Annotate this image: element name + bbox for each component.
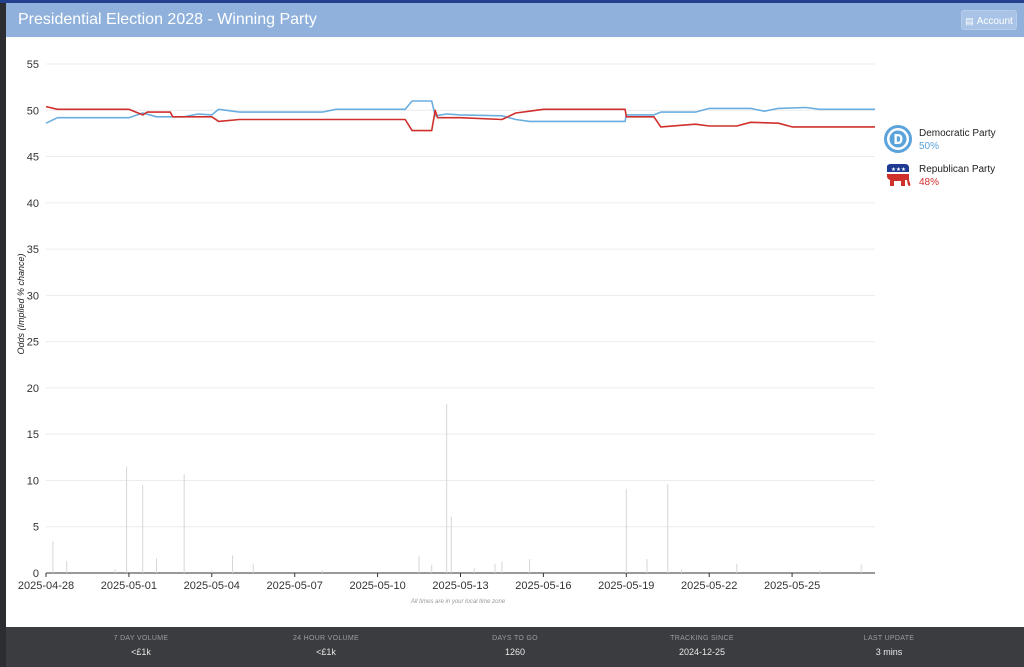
volume-bar [473, 568, 475, 573]
x-tick-label: 2025-05-04 [184, 580, 240, 592]
stat-label: 7 DAY VOLUME [113, 635, 169, 642]
stat-value: 2024-12-25 [678, 647, 726, 657]
x-tick-label: 2025-04-28 [18, 580, 74, 592]
stat-label: 24 HOUR VOLUME [292, 635, 360, 642]
volume-bar [446, 403, 448, 573]
page-title: Presidential Election 2028 - Winning Par… [18, 11, 317, 28]
y-tick-label: 20 [27, 383, 39, 395]
x-tick-label: 2025-05-07 [267, 580, 323, 592]
top-accent-bar [0, 0, 1024, 3]
volume-bar [667, 484, 669, 573]
series-lines [45, 100, 875, 132]
odds-chart[interactable]: 0 5 10 15 20 25 30 35 40 45 50 55 2025-04-28 2025-05… [6, 37, 1024, 627]
y-tick-label: 25 [27, 337, 39, 349]
stat-tracking-since: TRACKING SINCE 2024-12-25 [627, 635, 777, 657]
stat-7-day-volume: 7 DAY VOLUME <£1k [66, 635, 216, 657]
volume-bar [252, 563, 254, 573]
y-tick-label: 50 [27, 105, 39, 117]
stat-24-hour-volume: 24 HOUR VOLUME <£1k [251, 635, 401, 657]
stat-value: 1260 [504, 647, 526, 657]
series-line-republican [45, 105, 875, 132]
x-tick-label: 2025-05-01 [101, 580, 157, 592]
volume-bar [321, 570, 323, 573]
stat-label: LAST UPDATE [863, 635, 915, 642]
democratic-logo-icon [884, 125, 912, 153]
volume-bar [142, 485, 144, 573]
stat-value: <£1k [131, 647, 151, 657]
volume-bar [736, 563, 738, 573]
volume-bar [183, 473, 185, 573]
y-tick-label: 55 [27, 59, 39, 71]
account-button-label: Account [976, 16, 1013, 27]
chart-area: 0 5 10 15 20 25 30 35 40 45 50 55 2025-04-28 2025-05… [6, 37, 1024, 627]
volume-bars [52, 403, 862, 573]
stat-days-to-go: DAYS TO GO 1260 [440, 635, 590, 657]
y-tick-label: 5 [33, 522, 39, 534]
y-tick-label: 35 [27, 244, 39, 256]
y-axis-label: Odds (Implied % chance) [16, 253, 26, 354]
stat-label: DAYS TO GO [492, 635, 538, 642]
stat-value: <£1k [316, 647, 336, 657]
y-axis: 0 5 10 15 20 25 30 35 40 45 50 55 [27, 59, 39, 580]
grid-lines [46, 63, 875, 528]
volume-bar [646, 559, 648, 573]
volume-bar [501, 561, 503, 573]
svg-text:★: ★ [896, 166, 901, 173]
volume-bar [114, 569, 116, 573]
legend-item-republican[interactable]: ★ ★ ★ Republican Party 48% [884, 161, 1024, 197]
legend-name: Republican Party [919, 164, 996, 175]
legend-percent: 50% [919, 141, 940, 152]
volume-bar [819, 570, 821, 573]
y-tick-label: 10 [27, 475, 39, 487]
y-tick-label: 0 [33, 568, 39, 580]
volume-bar [126, 466, 128, 573]
svg-text:★: ★ [891, 166, 896, 173]
y-tick-label: 30 [27, 290, 39, 302]
stats-footer: 7 DAY VOLUME <£1k 24 HOUR VOLUME <£1k DA… [6, 627, 1024, 667]
svg-text:★: ★ [901, 166, 906, 173]
legend-name: Democratic Party [919, 128, 996, 139]
volume-bar [450, 516, 452, 573]
volume-bar [860, 564, 862, 573]
stat-value: 3 mins [875, 647, 903, 657]
x-tick-label: 2025-05-19 [598, 580, 654, 592]
document-icon: ▤ [965, 16, 974, 26]
volume-bar [418, 556, 420, 573]
volume-bar [211, 570, 213, 573]
volume-bar [431, 564, 433, 573]
series-line-democratic [45, 100, 875, 124]
x-tick-label: 2025-05-25 [764, 580, 820, 592]
legend-item-democratic[interactable]: Democratic Party 50% [884, 125, 1024, 161]
legend-percent: 48% [919, 177, 940, 188]
x-axis: 2025-04-28 2025-05-01 2025-05-04 2025-05-07… [18, 572, 875, 592]
x-tick-label: 2025-05-13 [432, 580, 488, 592]
x-tick-label: 2025-05-22 [681, 580, 737, 592]
volume-bar [625, 488, 627, 573]
legend: Democratic Party 50% ★ ★ ★ Republican Pa… [884, 125, 1024, 197]
volume-bar [681, 569, 683, 573]
timezone-note: All times are in your local time zone [410, 599, 506, 605]
y-tick-label: 15 [27, 429, 39, 441]
volume-bar [156, 558, 158, 573]
volume-bar [52, 541, 54, 573]
volume-bar [232, 555, 234, 573]
account-button[interactable]: ▤ Account [961, 10, 1017, 30]
volume-bar [494, 563, 496, 573]
y-tick-label: 45 [27, 152, 39, 164]
page-header: Presidential Election 2028 - Winning Par… [6, 3, 1024, 37]
app-window: Presidential Election 2028 - Winning Par… [6, 3, 1024, 667]
x-tick-label: 2025-05-16 [515, 580, 571, 592]
stat-last-update: LAST UPDATE 3 mins [814, 635, 964, 657]
volume-bar [66, 560, 68, 573]
volume-bar [529, 559, 531, 573]
stat-label: TRACKING SINCE [670, 635, 734, 642]
y-tick-label: 40 [27, 198, 39, 210]
republican-elephant-icon: ★ ★ ★ [887, 164, 911, 186]
x-tick-label: 2025-05-10 [349, 580, 405, 592]
